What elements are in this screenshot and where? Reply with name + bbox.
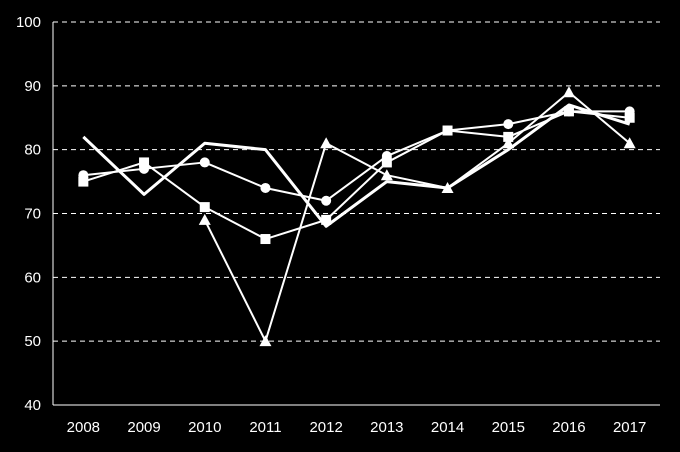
series-triangle [198,86,636,347]
data-point-triangle [441,181,454,193]
y-axis-tick-labels: 40 50 60 70 80 90 100 [16,14,41,414]
x-tick-label: 2012 [309,419,342,436]
y-tick-label: 50 [24,333,41,350]
x-tick-label: 2009 [127,419,160,436]
x-tick-label: 2015 [492,419,525,436]
x-tick-label: 2008 [67,419,100,436]
y-tick-label: 70 [24,206,41,223]
data-point-circle [199,157,210,168]
data-point-triangle [623,137,636,149]
data-point-triangle [198,213,211,225]
data-point-square [321,214,332,225]
x-tick-label: 2017 [613,419,646,436]
y-tick-label: 60 [24,269,41,286]
y-tick-label: 90 [24,78,41,95]
data-point-square [442,125,453,136]
y-tick-label: 40 [24,397,41,414]
x-axis-tick-labels: 2008 2009 2010 2011 2012 2013 2014 2015 2016 2017 [67,419,647,436]
data-point-circle [503,119,514,130]
x-tick-label: 2016 [552,419,585,436]
series-group [78,86,636,347]
data-point-square [381,157,392,168]
data-point-square [78,176,89,187]
grid-lines [53,21,660,342]
series-line [83,110,630,202]
data-point-square [199,202,210,213]
data-point-triangle [259,335,272,347]
data-point-square [260,234,271,245]
data-point-square [139,157,150,168]
series-line [83,110,630,241]
data-point-triangle [562,86,575,98]
data-point-square [503,131,514,142]
x-tick-label: 2013 [370,419,403,436]
data-point-triangle [320,137,333,149]
x-tick-label: 2011 [249,419,281,436]
y-tick-label: 100 [16,14,41,31]
data-point-square [563,106,574,117]
y-tick-label: 80 [24,142,41,159]
axes [52,22,660,406]
x-tick-label: 2010 [188,419,221,436]
series-none [82,103,631,228]
data-point-square [624,112,635,123]
x-tick-label: 2014 [431,419,464,436]
data-point-triangle [380,169,393,181]
series-line [203,91,631,343]
data-point-triangle [502,137,515,149]
series-line [82,103,631,228]
data-point-circle [321,195,332,206]
series-square [78,106,635,245]
data-point-circle [260,182,271,193]
